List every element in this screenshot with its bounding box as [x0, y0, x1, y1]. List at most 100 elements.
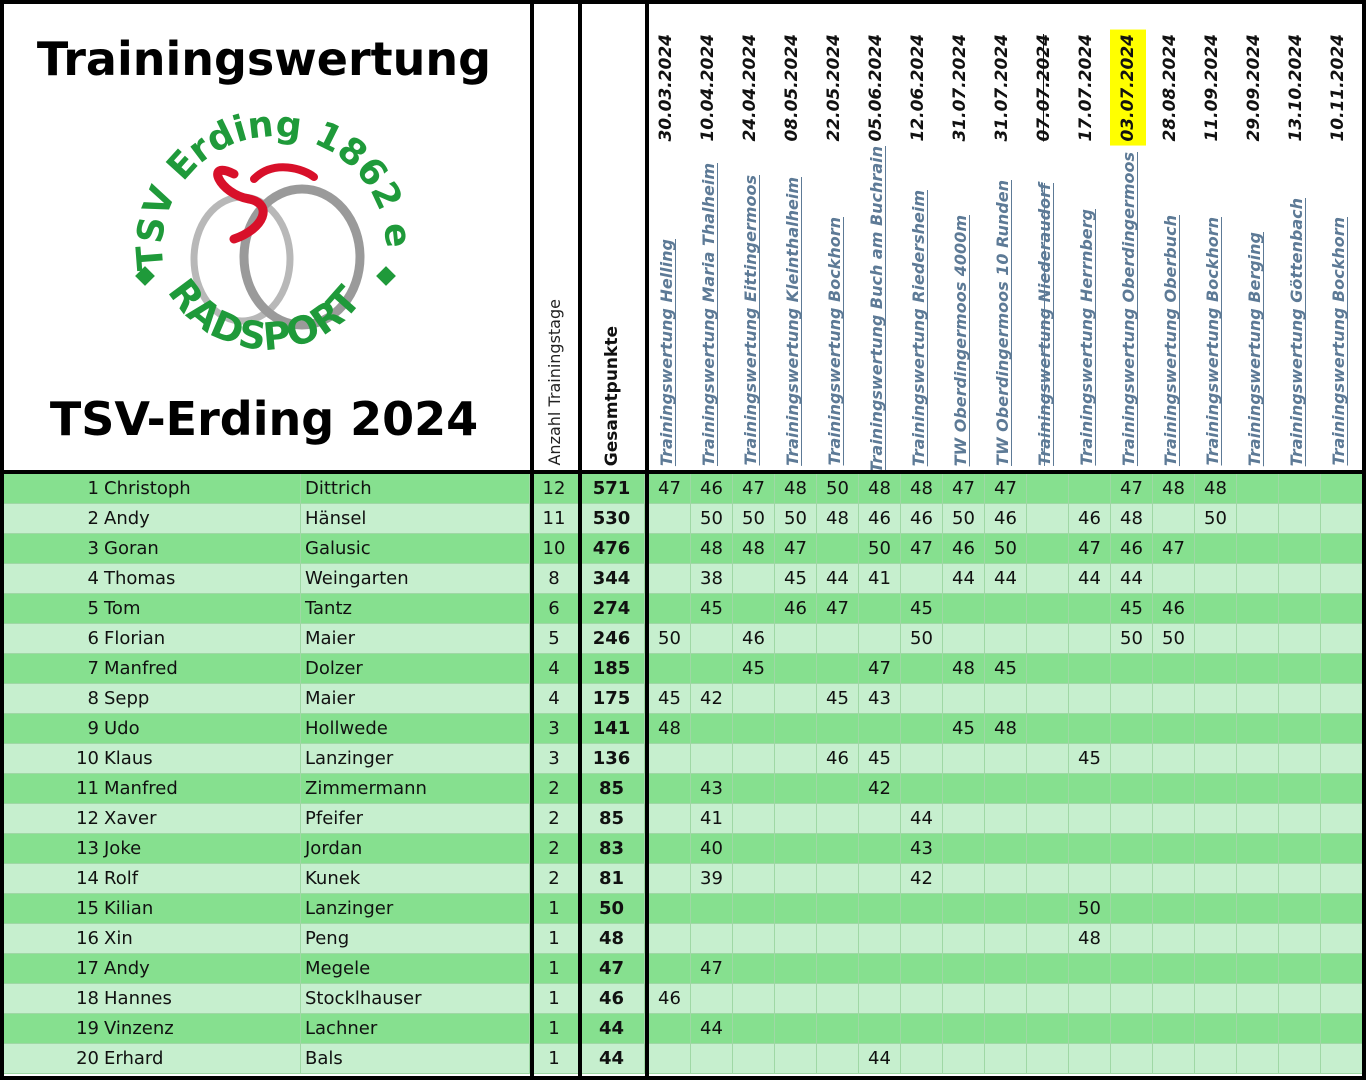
score: [859, 954, 901, 984]
score: [775, 714, 817, 744]
total: 85: [579, 774, 645, 804]
first-name: Tom: [101, 594, 301, 624]
score: [1153, 1044, 1195, 1074]
logo-ring-text: TSV Erding 1862 e.V.: [124, 99, 414, 272]
rank: 5: [4, 594, 101, 624]
total: 274: [579, 594, 645, 624]
score: [1027, 714, 1069, 744]
score: 48: [733, 534, 775, 564]
score: 48: [943, 654, 985, 684]
svg-text:TSV Erding 1862 e.V.: TSV Erding 1862 e.V.: [124, 99, 414, 272]
score: [1195, 894, 1237, 924]
score: [901, 984, 943, 1014]
score: [859, 924, 901, 954]
score: [1237, 1044, 1279, 1074]
rank: 14: [4, 864, 101, 894]
logo: TSV Erding 1862 e.V. RADSPORT: [124, 99, 414, 359]
days: 2: [530, 864, 579, 894]
score: [1027, 1014, 1069, 1044]
score: [1279, 894, 1321, 924]
score: 45: [943, 714, 985, 744]
rank: 11: [4, 774, 101, 804]
score: [1279, 984, 1321, 1014]
score: [817, 894, 859, 924]
last-name: Tantz: [301, 594, 530, 624]
score: 44: [1111, 564, 1153, 594]
score: [1237, 594, 1279, 624]
last-name: Hollwede: [301, 714, 530, 744]
total: 48: [579, 924, 645, 954]
score: 42: [901, 864, 943, 894]
score: 45: [775, 564, 817, 594]
score: 44: [691, 1014, 733, 1044]
score: [1321, 954, 1362, 984]
days: 1: [530, 894, 579, 924]
score: [943, 774, 985, 804]
score: [733, 774, 775, 804]
event-name: TW Oberdingermoos 4000m: [950, 214, 970, 466]
score: [1195, 1014, 1237, 1044]
event-date: 30.03.2024: [656, 34, 676, 142]
score: [1027, 924, 1069, 954]
score: [985, 684, 1027, 714]
score: [943, 954, 985, 984]
row: [4, 834, 1362, 864]
score: 42: [691, 684, 733, 714]
score: [1237, 624, 1279, 654]
rank: 17: [4, 954, 101, 984]
score: [1153, 894, 1195, 924]
score: [1069, 954, 1111, 984]
score: [1321, 684, 1362, 714]
score: [817, 924, 859, 954]
score: [985, 834, 1027, 864]
score: [1069, 864, 1111, 894]
last-name: Lachner: [301, 1014, 530, 1044]
score: [1111, 924, 1153, 954]
score: [733, 894, 775, 924]
score: 46: [817, 744, 859, 774]
score: 50: [1069, 894, 1111, 924]
score: [817, 954, 859, 984]
event-header: 10.11.2024 Trainingswertung Bockhorn: [1317, 4, 1359, 466]
rank: 1: [4, 474, 101, 504]
score: [691, 984, 733, 1014]
separator: [4, 470, 1362, 474]
rank: 4: [4, 564, 101, 594]
score: [901, 774, 943, 804]
score: [1027, 594, 1069, 624]
score: 42: [859, 774, 901, 804]
score: [775, 894, 817, 924]
last-name: Maier: [301, 624, 530, 654]
score: 47: [649, 474, 691, 504]
event-date: 31.07.2024: [992, 34, 1012, 142]
days: 4: [530, 654, 579, 684]
score: [649, 924, 691, 954]
score: 43: [691, 774, 733, 804]
header-total: Gesamtpunkte: [579, 4, 645, 466]
total: 246: [579, 624, 645, 654]
score: 47: [817, 594, 859, 624]
score: [649, 744, 691, 774]
rank: 9: [4, 714, 101, 744]
rank: 8: [4, 684, 101, 714]
score: [1321, 744, 1362, 774]
first-name: Udo: [101, 714, 301, 744]
score: [691, 714, 733, 744]
event-date: 12.06.2024: [908, 34, 928, 142]
score: [1195, 984, 1237, 1014]
score: [1027, 1044, 1069, 1074]
score: [817, 834, 859, 864]
row: [4, 744, 1362, 774]
first-name: Thomas: [101, 564, 301, 594]
total: 136: [579, 744, 645, 774]
score: [985, 744, 1027, 774]
days: 4: [530, 684, 579, 714]
score: [1279, 624, 1321, 654]
score: [1111, 1044, 1153, 1074]
row: [4, 984, 1362, 1014]
score: [1153, 954, 1195, 984]
score: [1195, 624, 1237, 654]
score: [733, 984, 775, 1014]
first-name: Andy: [101, 504, 301, 534]
score: 46: [901, 504, 943, 534]
